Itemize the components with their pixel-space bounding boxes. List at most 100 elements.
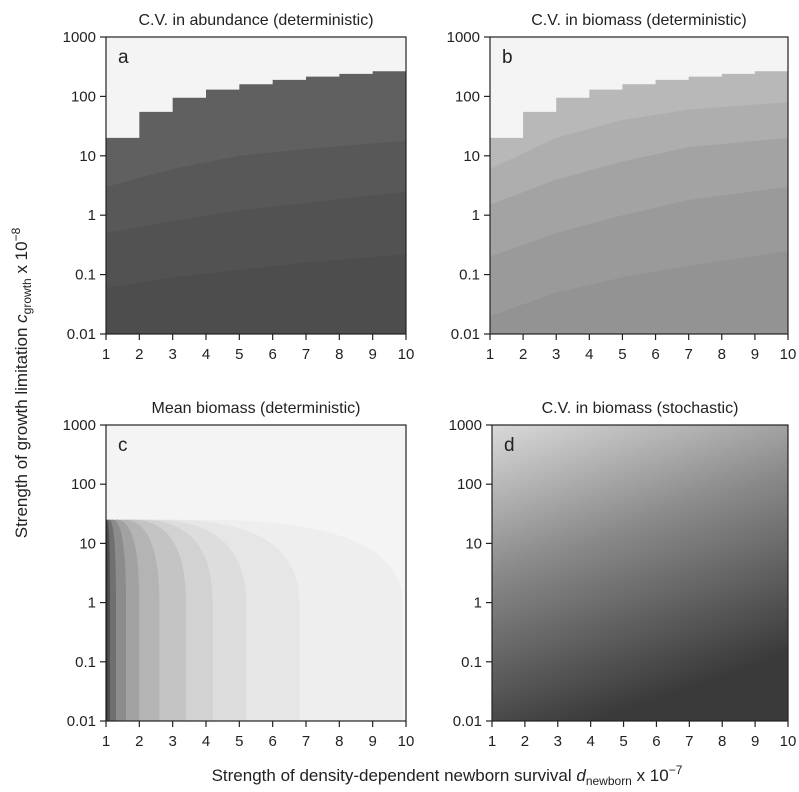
x-tick-label: 2: [521, 733, 529, 750]
y-tick-label: 100: [457, 476, 482, 493]
x-tick-label: 4: [585, 346, 593, 363]
plot-area: [492, 425, 788, 721]
x-tick-label: 10: [780, 346, 797, 363]
y-tick-label: 10: [79, 148, 96, 165]
x-tick-label: 10: [398, 346, 415, 363]
x-tick-label: 3: [554, 733, 562, 750]
x-tick-label: 7: [302, 346, 310, 363]
panel-letter: c: [118, 435, 128, 456]
plot-area: [106, 37, 406, 334]
contour-region-4: [106, 254, 406, 334]
y-tick-label: 100: [71, 88, 96, 105]
contour-region-5: [490, 250, 788, 334]
x-tick-label: 1: [102, 346, 110, 363]
x-axis-label-unit: x 10: [632, 766, 669, 785]
x-tick-label: 3: [168, 346, 176, 363]
y-tick-label: 100: [71, 476, 96, 493]
y-axis-label-unit: x 10: [12, 241, 31, 278]
y-tick-label: 1000: [447, 29, 480, 46]
x-axis-label-main: Strength of density-dependent newborn su…: [212, 766, 577, 785]
x-tick-label: 9: [368, 733, 376, 750]
x-axis-label: Strength of density-dependent newborn su…: [212, 763, 683, 788]
panel-title: Mean biomass (deterministic): [152, 400, 361, 417]
x-tick-label: 9: [368, 346, 376, 363]
y-tick-label: 0.01: [67, 326, 96, 343]
y-tick-label: 1000: [449, 417, 482, 434]
panel-title: C.V. in abundance (deterministic): [138, 12, 373, 29]
x-tick-label: 6: [268, 346, 276, 363]
panel-d: C.V. in biomass (stochastic)d1 2 3 4 5 6 7 8 9 10…: [449, 400, 797, 750]
plot-frame: [105, 36, 407, 335]
x-tick-label: 7: [302, 733, 310, 750]
x-tick-label: 6: [652, 733, 660, 750]
y-axis-label: Strength of growth limitation cgrowth x …: [9, 227, 34, 538]
x-tick-label: 8: [335, 733, 343, 750]
x-tick-label: 1: [486, 346, 494, 363]
x-axis-label-var: d: [576, 766, 586, 785]
x-tick-label: 2: [135, 733, 143, 750]
y-tick-label: 1000: [63, 29, 96, 46]
x-tick-label: 9: [751, 346, 759, 363]
panel-b: C.V. in biomass (deterministic) b 1 2 3 4 5 6 7 8…: [447, 12, 797, 363]
x-axis-label-sub: newborn: [586, 774, 632, 788]
x-tick-label: 8: [718, 346, 726, 363]
x-tick-label: 3: [552, 346, 560, 363]
y-tick-label: 1: [88, 207, 96, 224]
y-tick-label: 0.1: [75, 654, 96, 671]
x-tick-label: 1: [102, 733, 110, 750]
x-tick-label: 8: [718, 733, 726, 750]
panel-letter: a: [118, 47, 129, 68]
x-tick-label: 4: [586, 733, 594, 750]
x-tick-label: 7: [684, 346, 692, 363]
x-tick-label: 5: [618, 346, 626, 363]
plot-frame: [105, 424, 407, 722]
y-axis-label-sub: growth: [20, 278, 34, 314]
x-tick-label: 9: [751, 733, 759, 750]
x-tick-label: 2: [519, 346, 527, 363]
panel-letter: d: [504, 435, 515, 456]
y-tick-label: 100: [455, 88, 480, 105]
plot-area: [490, 37, 788, 334]
y-axis-label-exp: −8: [9, 227, 23, 241]
plot-area: [106, 425, 406, 721]
gradient-fill: [492, 425, 788, 721]
x-axis-label-exp: −7: [669, 763, 683, 777]
y-tick-label: 0.01: [453, 713, 482, 730]
x-tick-label: 6: [268, 733, 276, 750]
y-tick-label: 10: [79, 535, 96, 552]
x-tick-label: 5: [619, 733, 627, 750]
x-tick-label: 10: [398, 733, 415, 750]
x-tick-label: 1: [488, 733, 496, 750]
panel-title: C.V. in biomass (stochastic): [542, 400, 739, 417]
x-tick-label: 2: [135, 346, 143, 363]
x-tick-label: 4: [202, 346, 210, 363]
panel-title: C.V. in biomass (deterministic): [531, 12, 746, 29]
panels: C.V. in abundance (deterministic) a 1 2 3 4 5 6…: [63, 12, 797, 750]
y-tick-label: 0.1: [459, 267, 480, 284]
x-tick-label: 8: [335, 346, 343, 363]
x-tick-label: 6: [651, 346, 659, 363]
x-tick-label: 7: [685, 733, 693, 750]
panel-a: C.V. in abundance (deterministic) a 1 2 3 4 5 6…: [63, 12, 415, 363]
y-tick-label: 0.01: [451, 326, 480, 343]
y-axis-label-var: c: [12, 314, 31, 323]
y-tick-label: 10: [463, 148, 480, 165]
y-tick-label: 0.01: [67, 713, 96, 730]
x-tick-label: 4: [202, 733, 210, 750]
y-tick-label: 1000: [63, 417, 96, 434]
y-tick-label: 10: [465, 535, 482, 552]
y-tick-label: 1: [474, 595, 482, 612]
y-axis-label-main: Strength of growth limitation: [12, 323, 31, 538]
x-tick-label: 3: [168, 733, 176, 750]
y-tick-label: 0.1: [461, 654, 482, 671]
plot-frame: [491, 424, 789, 722]
panel-c: Mean biomass (deterministic)c1 2 3 4 5 6 7 8 9 10…: [63, 400, 415, 750]
panel-letter: b: [502, 47, 513, 68]
plot-frame: [489, 36, 789, 335]
y-tick-label: 1: [88, 595, 96, 612]
x-tick-label: 5: [235, 733, 243, 750]
y-tick-label: 0.1: [75, 267, 96, 284]
x-tick-label: 5: [235, 346, 243, 363]
y-tick-label: 1: [472, 207, 480, 224]
